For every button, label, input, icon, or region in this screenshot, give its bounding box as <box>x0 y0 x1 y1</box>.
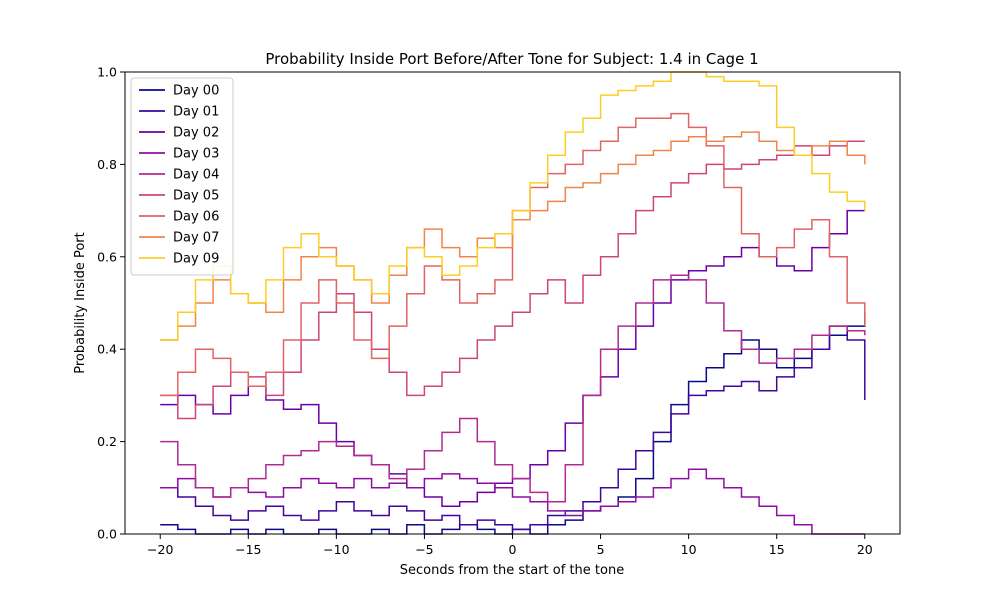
legend-entry: Day 02 <box>173 126 219 141</box>
series-layer <box>160 71 866 535</box>
x-axis: −20 −15 −10 −5 0 5 10 15 20 <box>147 534 873 557</box>
legend-entry: Day 04 <box>173 168 219 183</box>
y-tick-label: 0.0 <box>97 527 117 542</box>
y-axis: 0.0 0.2 0.4 0.6 0.8 1.0 <box>97 65 125 542</box>
x-tick-label: 20 <box>857 542 873 557</box>
legend-entry: Day 01 <box>173 105 219 120</box>
series-line-day-04 <box>160 274 866 503</box>
x-tick-label: −5 <box>415 542 433 557</box>
legend-entry: Day 07 <box>173 231 219 246</box>
legend: Day 00 Day 01 Day 02 Day 03 Day 04 Day 05 Day … <box>130 77 234 276</box>
x-tick-label: 5 <box>597 542 605 557</box>
legend-box <box>130 77 234 276</box>
legend-entry: Day 09 <box>173 252 219 267</box>
y-tick-label: 0.4 <box>97 342 117 357</box>
chart-title: Probability Inside Port Before/After Ton… <box>265 50 758 68</box>
x-tick-label: −15 <box>235 542 261 557</box>
y-tick-label: 1.0 <box>97 65 117 80</box>
series-line-day-05 <box>160 140 865 420</box>
series-line-day-03 <box>160 468 865 535</box>
x-tick-label: −20 <box>147 542 173 557</box>
y-axis-label: Probability Inside Port <box>73 232 88 373</box>
series-line-day-09 <box>160 71 866 341</box>
y-tick-label: 0.8 <box>97 157 117 172</box>
y-tick-label: 0.2 <box>97 434 117 449</box>
series-line-day-00 <box>160 312 866 535</box>
x-tick-label: 10 <box>681 542 697 557</box>
series-line-day-01 <box>160 325 866 531</box>
legend-entry: Day 05 <box>173 189 219 204</box>
x-tick-label: 0 <box>509 542 517 557</box>
x-tick-label: 15 <box>769 542 785 557</box>
legend-entry: Day 00 <box>173 84 219 99</box>
x-tick-label: −10 <box>323 542 349 557</box>
legend-entry: Day 03 <box>173 147 219 162</box>
y-tick-label: 0.6 <box>97 249 117 264</box>
series-line-day-02 <box>160 209 865 508</box>
x-axis-label: Seconds from the start of the tone <box>400 563 624 578</box>
legend-entry: Day 06 <box>173 210 219 225</box>
